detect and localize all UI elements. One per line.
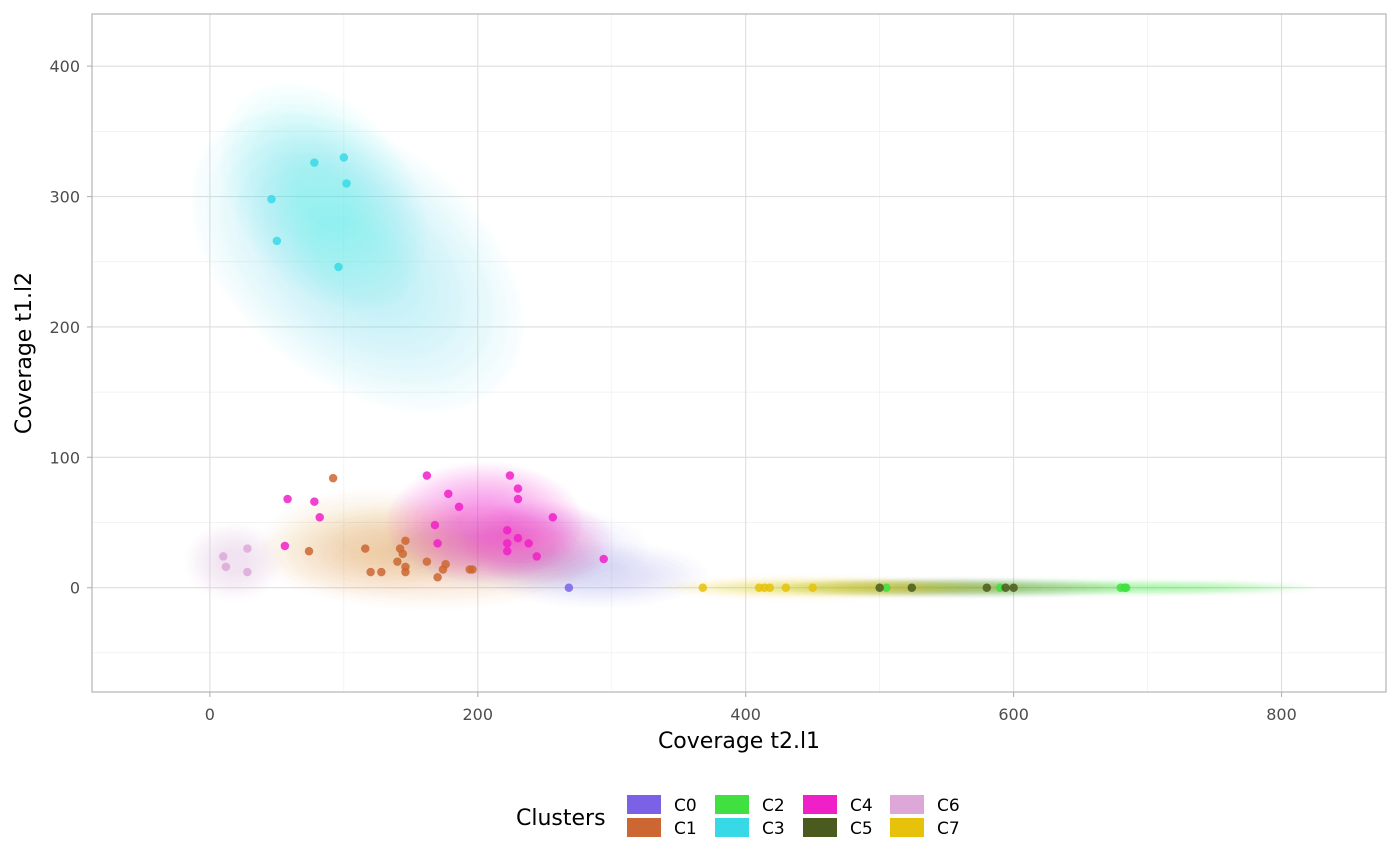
data-point-c5 [1001,583,1010,592]
legend-label-c6: C6 [937,796,960,816]
legend-label-c7: C7 [937,819,960,839]
legend-key-c0 [627,795,661,814]
density-band-c4 [515,529,561,554]
density-band-c4 [455,504,514,541]
legend-label-c5: C5 [850,819,873,839]
legend-label-c1: C1 [674,819,697,839]
data-point-c4 [444,489,453,499]
data-point-c3 [272,236,282,246]
data-point-c4 [422,471,432,480]
plot-border [91,13,1387,693]
data-point-c4 [502,539,512,548]
data-point-c1 [328,473,338,483]
data-point-c6 [243,567,252,577]
data-point-c1 [366,567,375,577]
x-axis-title: Coverage t2.l1 [658,729,820,754]
data-point-c0 [564,583,574,592]
data-point-c4 [502,546,512,556]
x-tick-label: 200 [463,705,494,724]
legend-key-c5 [803,818,837,837]
data-point-c1 [401,567,410,577]
data-point-c3 [342,179,351,188]
legend: Clusters C0 C1 C2 C3 C4 C5 C6 C7 [516,795,960,839]
data-point-c4 [505,471,515,480]
data-point-c1 [401,536,410,546]
data-point-c3 [334,262,343,272]
legend-key-c1 [627,818,661,837]
data-point-c4 [532,552,542,561]
data-point-c1 [468,565,477,574]
legend-key-c2 [715,795,749,814]
data-point-c4 [513,533,523,543]
data-point-c7 [698,583,708,592]
data-point-c5 [875,583,884,592]
data-point-c4 [315,512,325,522]
data-point-c4 [599,554,609,564]
x-tick-label: 600 [998,705,1029,724]
legend-key-c3 [715,818,749,837]
y-tick-label: 300 [49,188,80,207]
density-band-c3 [307,216,408,308]
data-point-c6 [243,544,252,553]
x-tick-label: 0 [205,705,215,724]
data-point-c1 [393,557,402,566]
density-layers [186,112,1227,600]
data-point-c5 [982,583,992,592]
data-point-c1 [304,546,314,556]
data-point-c1 [398,549,408,559]
data-point-c1 [377,567,386,577]
legend-key-c4 [803,795,837,814]
data-point-c4 [524,539,533,548]
y-tick-label: 0 [70,579,80,598]
data-point-c4 [283,494,292,504]
legend-label-c4: C4 [850,796,873,816]
data-point-c4 [280,541,290,551]
data-point-c5 [1009,583,1018,592]
legend-label-c2: C2 [762,796,785,816]
data-point-c5 [907,583,917,592]
legend-label-c3: C3 [762,819,785,839]
data-point-c6 [221,562,231,572]
y-tick-label: 200 [49,318,80,337]
data-point-c6 [218,552,228,561]
x-tick-label: 800 [1266,705,1297,724]
y-tick-label: 400 [49,57,80,76]
data-point-c3 [339,153,349,162]
y-axis-title: Coverage t1.l2 [12,272,37,434]
data-point-c4 [430,520,440,530]
data-point-c1 [441,559,450,569]
data-point-c4 [433,539,442,548]
data-point-c4 [548,512,558,522]
data-point-c4 [502,526,512,535]
y-tick-label: 100 [49,448,80,467]
x-tick-label: 400 [730,705,761,724]
data-point-c7 [781,583,791,592]
data-point-c4 [310,497,319,506]
legend-title: Clusters [516,806,606,831]
data-point-c7 [808,583,817,592]
legend-key-c7 [890,818,924,837]
data-point-c4 [513,494,523,504]
data-point-c3 [267,194,276,204]
data-point-c1 [433,572,442,582]
data-point-c4 [513,484,523,493]
data-point-c3 [310,158,319,167]
data-point-c2 [1121,583,1131,592]
data-points [218,153,1131,592]
data-point-c1 [422,557,432,566]
legend-label-c0: C0 [674,796,697,816]
axis-ticks: 0 200 400 600 800 0 100 200 300 400 [49,57,1296,724]
data-point-c7 [765,583,775,592]
data-point-c4 [454,502,464,512]
density-band-c2 [1148,586,1227,590]
data-point-c1 [360,544,370,553]
legend-key-c6 [890,795,924,814]
